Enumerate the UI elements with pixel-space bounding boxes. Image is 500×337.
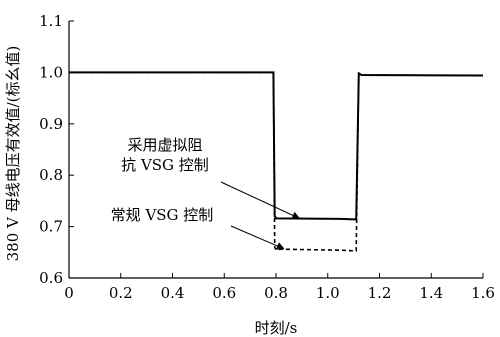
x-tick-label: 1.6 bbox=[471, 284, 495, 302]
y-tick-label: 0.6 bbox=[39, 269, 63, 287]
x-tick-label: 0.8 bbox=[264, 284, 288, 302]
x-tick-label: 0.6 bbox=[212, 284, 236, 302]
x-tick-label: 0.4 bbox=[161, 284, 185, 302]
y-tick-label: 1.1 bbox=[39, 12, 63, 30]
annotation-arrow bbox=[230, 225, 285, 250]
y-tick-label: 1.0 bbox=[39, 63, 63, 81]
tick-labels: 0 0.2 0.4 0.6 0.8 1.0 1.2 1.4 1.6 0.6 0.7 0.8 0.9 1.0… bbox=[39, 12, 495, 302]
annotation-text: 常规 VSG 控制 bbox=[111, 206, 214, 224]
x-tick-label: 0.2 bbox=[109, 284, 133, 302]
series-lines bbox=[69, 71, 484, 252]
y-tick-label: 0.9 bbox=[39, 115, 63, 133]
axes bbox=[68, 20, 484, 279]
x-tick-label: 0 bbox=[64, 284, 74, 302]
y-tick-label: 0.7 bbox=[39, 218, 63, 236]
annotation-arrow bbox=[220, 181, 301, 220]
annotation-text: 抗 VSG 控制 bbox=[121, 156, 209, 174]
series-line-2 bbox=[69, 71, 484, 252]
x-tick-label: 1.0 bbox=[316, 284, 340, 302]
y-axis-label: 380 V 母线电压有效值/(标幺值) bbox=[4, 46, 22, 262]
annotation-text: 采用虚拟阻 bbox=[127, 136, 202, 154]
x-axis-label: 时刻/s bbox=[255, 319, 298, 337]
x-tick-label: 1.2 bbox=[368, 284, 392, 302]
x-tick-label: 1.4 bbox=[419, 284, 443, 302]
y-tick-label: 0.8 bbox=[39, 166, 63, 184]
